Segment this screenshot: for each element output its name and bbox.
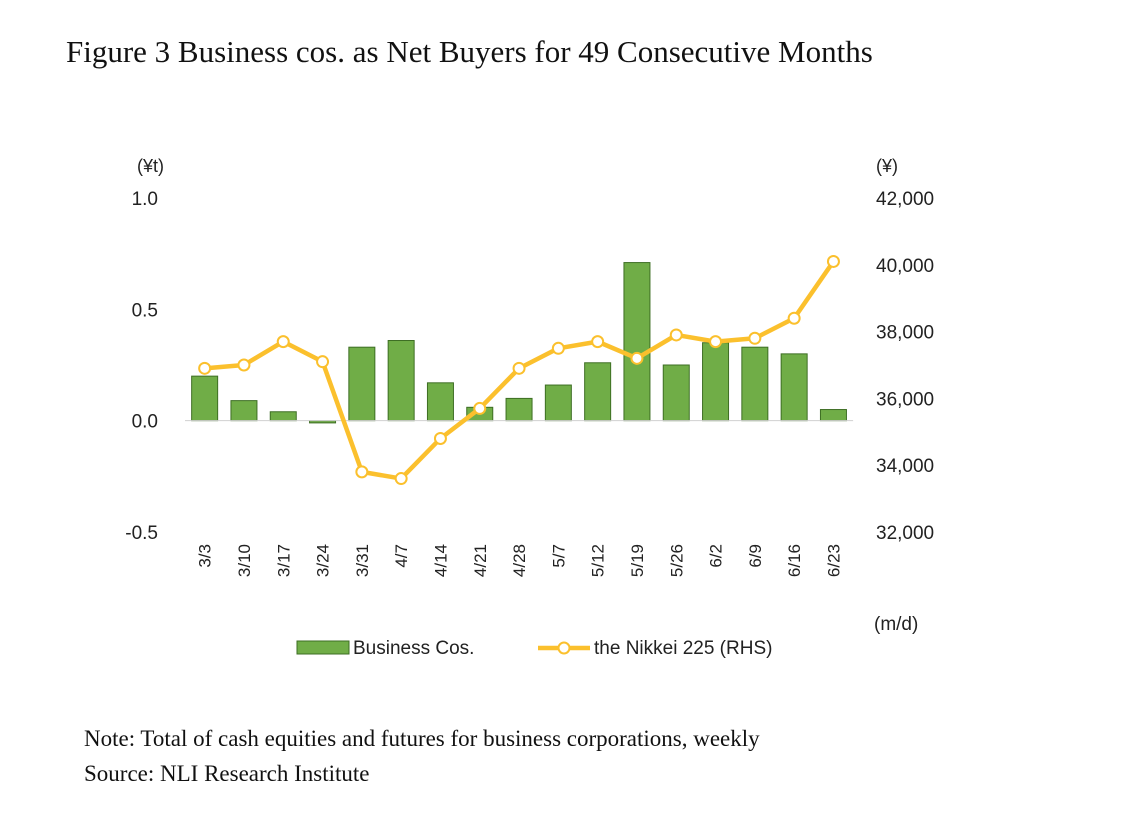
bar-5/12: [584, 362, 612, 422]
nikkei-point-3/3: [198, 361, 212, 375]
bar-4/28: [505, 397, 533, 422]
x-tick-label: 4/28: [510, 544, 529, 577]
bar-3/17: [269, 411, 297, 422]
bar-3/10: [230, 400, 258, 422]
note-text: Note: Total of cash equities and futures…: [84, 726, 760, 751]
bar-3/3: [191, 375, 219, 422]
x-tick-label: 4/14: [431, 544, 450, 577]
bar-5/19: [623, 262, 651, 422]
nikkei-point-4/7: [394, 472, 408, 486]
legend-bar-swatch: [296, 640, 350, 655]
right-tick-label: 40,000: [876, 256, 934, 277]
right-tick-label: 34,000: [876, 456, 934, 477]
x-tick-label: 3/24: [314, 544, 333, 577]
legend-line-label: the Nikkei 225 (RHS): [594, 638, 772, 659]
nikkei-point-5/7: [551, 341, 565, 355]
nikkei-point-6/16: [787, 311, 801, 325]
nikkei-point-3/10: [237, 358, 251, 372]
right-tick-label: 42,000: [876, 189, 934, 210]
x-tick-label: 4/21: [471, 544, 490, 577]
bar-5/7: [544, 384, 572, 422]
x-tick-label: 6/16: [785, 544, 804, 577]
left-tick-label: 0.0: [132, 412, 158, 433]
x-tick-labels: 3/3 3/10 3/17 3/24 3/31 4/7 4/14 4/21 4/28 5/7 5/1…: [196, 544, 844, 577]
nikkei-point-3/31: [355, 465, 369, 479]
nikkei-point-5/12: [591, 335, 605, 349]
x-tick-label: 6/23: [824, 544, 843, 577]
nikkei-point-4/14: [433, 431, 447, 445]
left-tick-label: -0.5: [125, 523, 158, 544]
line-series: [198, 254, 840, 486]
x-tick-label: 3/10: [235, 544, 254, 577]
x-tick-label: 5/19: [628, 544, 647, 577]
bar-3/31: [348, 346, 376, 422]
nikkei-point-6/23: [826, 254, 840, 268]
x-tick-label: 4/7: [392, 544, 411, 568]
nikkei-point-4/28: [512, 361, 526, 375]
x-tick-label: 5/26: [667, 544, 686, 577]
x-tick-label: 6/2: [707, 544, 726, 568]
x-tick-label: 5/7: [549, 544, 568, 568]
x-tick-label: 3/3: [196, 544, 215, 568]
left-tick-label: 1.0: [132, 189, 158, 210]
nikkei-point-6/2: [709, 335, 723, 349]
right-tick-label: 32,000: [876, 523, 934, 544]
nikkei-point-5/19: [630, 351, 644, 365]
x-tick-label: 6/9: [746, 544, 765, 568]
bar-5/26: [662, 364, 690, 422]
x-tick-label: 3/31: [353, 544, 372, 577]
axes: 1.0 0.5 0.0 -0.5 42,000 40,000 38,000 36,000 34,…: [125, 156, 934, 635]
legend-line-marker: [557, 641, 571, 655]
x-tick-label: 5/12: [589, 544, 608, 577]
figure-title: Figure 3 Business cos. as Net Buyers for…: [66, 34, 873, 69]
bar-6/16: [780, 353, 808, 422]
bar-4/14: [426, 382, 454, 422]
bar-series: [191, 262, 847, 424]
bar-6/2: [702, 342, 730, 422]
source-text: Source: NLI Research Institute: [84, 761, 370, 786]
nikkei-point-4/21: [473, 401, 487, 415]
left-tick-label: 0.5: [132, 300, 158, 321]
nikkei-point-5/26: [669, 328, 683, 342]
nikkei-point-3/17: [276, 335, 290, 349]
right-axis-unit: (¥): [876, 156, 898, 176]
bar-6/9: [741, 346, 769, 422]
legend: Business Cos. the Nikkei 225 (RHS): [296, 638, 772, 659]
nikkei-point-3/24: [316, 355, 330, 369]
left-axis-unit: (¥t): [137, 156, 164, 176]
legend-bar-label: Business Cos.: [353, 638, 474, 659]
x-axis-unit: (m/d): [874, 614, 918, 635]
bar-4/7: [387, 340, 415, 422]
bar-6/23: [819, 409, 847, 422]
right-tick-label: 38,000: [876, 323, 934, 344]
x-tick-label: 3/17: [274, 544, 293, 577]
right-tick-label: 36,000: [876, 389, 934, 410]
nikkei-point-6/9: [748, 331, 762, 345]
